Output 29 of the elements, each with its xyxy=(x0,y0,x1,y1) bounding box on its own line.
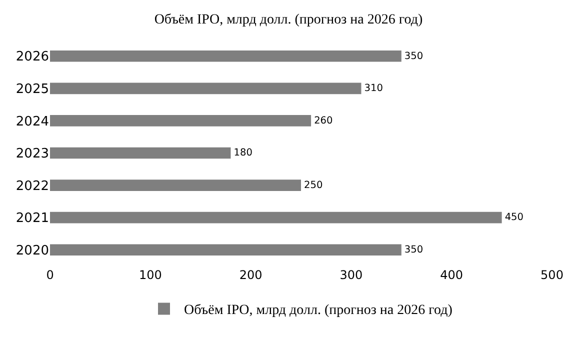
y-tick-label: 2025 xyxy=(16,82,49,97)
x-tick-label: 500 xyxy=(540,268,564,282)
data-label: 450 xyxy=(504,212,524,224)
y-tick-label: 2020 xyxy=(16,243,49,258)
x-tick-label: 300 xyxy=(340,268,363,282)
y-tick-label: 2022 xyxy=(16,178,49,194)
y-tick-label: 2021 xyxy=(16,211,49,226)
x-tick-label: 200 xyxy=(239,268,262,282)
x-tick-label: 400 xyxy=(440,268,464,282)
data-label: 250 xyxy=(304,180,323,191)
y-tick-label: 2023 xyxy=(16,146,49,162)
y-tick-label: 2024 xyxy=(16,114,49,130)
data-label: 180 xyxy=(234,148,252,159)
bar xyxy=(50,50,402,62)
x-tick-label: 0 xyxy=(46,268,54,282)
bar xyxy=(50,244,402,256)
data-label: 350 xyxy=(404,244,424,256)
bar xyxy=(50,82,362,94)
bar xyxy=(50,212,502,224)
data-label: 350 xyxy=(404,50,424,62)
data-label: 260 xyxy=(314,115,333,126)
bar xyxy=(50,115,312,126)
chart-title: Объём IPO, млрд долл. (прогноз на 2026 год) xyxy=(154,12,424,28)
bar xyxy=(50,180,301,191)
y-tick-label: 2026 xyxy=(16,50,49,65)
bar xyxy=(50,147,231,159)
x-tick-label: 100 xyxy=(138,268,162,282)
legend-label: Объём IPO, млрд долл. (прогноз на 2026 год) xyxy=(184,303,453,318)
data-label: 310 xyxy=(364,83,383,94)
